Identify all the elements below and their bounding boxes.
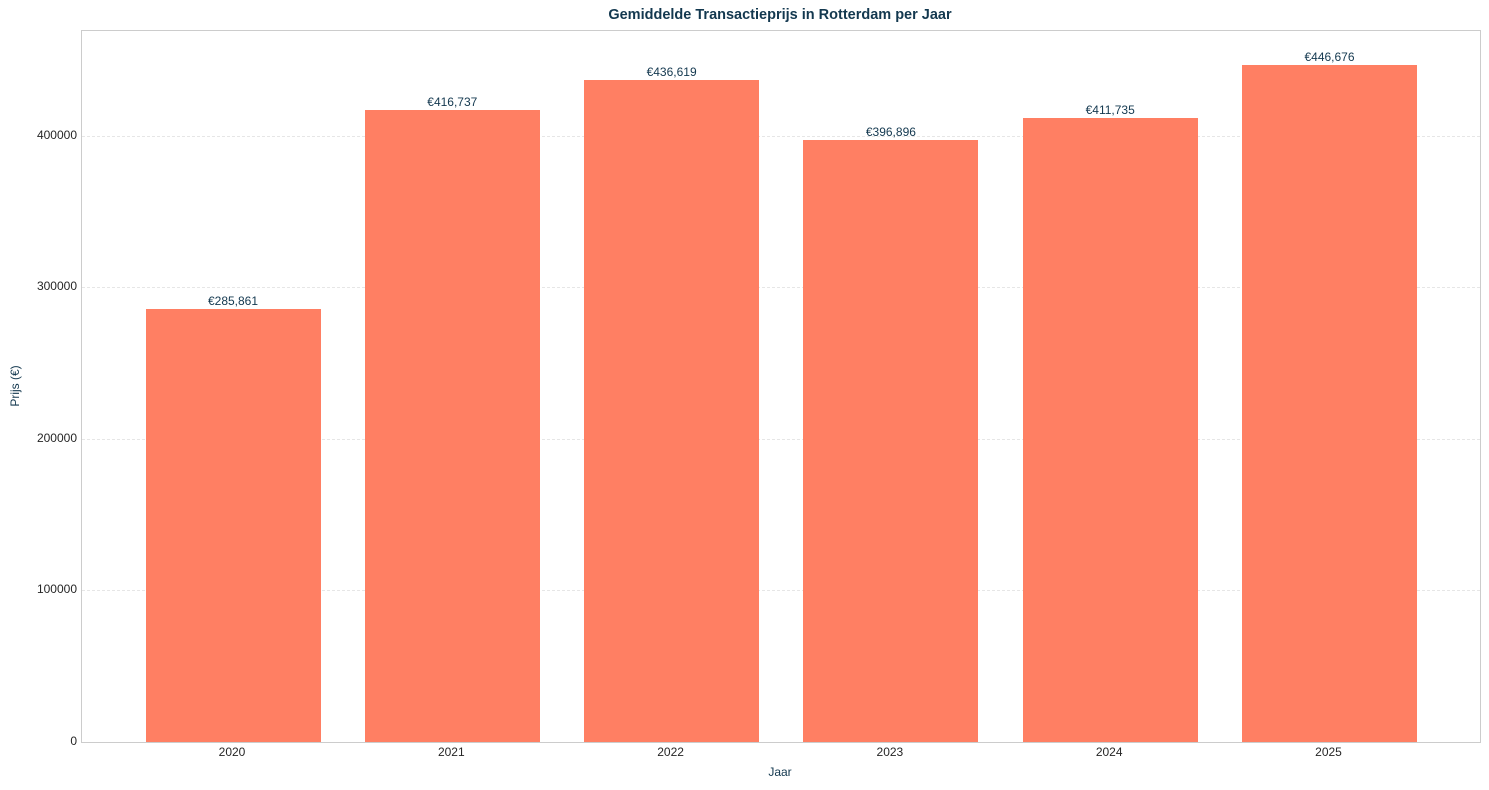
x-tick-label: 2025 — [1315, 745, 1342, 759]
bar-2021 — [364, 110, 540, 742]
gridline — [82, 135, 1480, 137]
bar-2022 — [584, 80, 760, 742]
chart-title: Gemiddelde Transactieprijs in Rotterdam … — [608, 7, 952, 23]
x-tick-label: 2023 — [876, 745, 904, 759]
bar-2020 — [145, 308, 321, 742]
y-tick-label: 0 — [70, 734, 77, 748]
y-tick-label: 400000 — [36, 127, 77, 142]
bar-value-label: €396,896 — [865, 125, 916, 140]
x-axis-label: Jaar — [768, 765, 792, 779]
bar-value-label: €411,735 — [1085, 102, 1135, 117]
bar-2024 — [1022, 117, 1198, 742]
bar-2025 — [1242, 64, 1417, 742]
y-tick-label: 100000 — [36, 582, 77, 597]
bar-value-label: €436,619 — [646, 65, 697, 80]
bar-value-label: €285,861 — [207, 293, 259, 308]
plot-area: €285,861 €416,737 €436,619 €396,896 €411,735… — [81, 30, 1481, 743]
y-tick-label: 300000 — [36, 279, 77, 294]
x-tick-label: 2022 — [657, 745, 684, 759]
y-axis-label: Prijs (€) — [8, 365, 22, 407]
gridline — [82, 287, 1480, 289]
x-tick-label: 2024 — [1095, 745, 1123, 759]
bar-value-label: €446,676 — [1304, 49, 1355, 64]
bar-2023 — [803, 140, 979, 742]
gridline — [82, 590, 1480, 592]
x-tick-label: 2021 — [437, 745, 465, 759]
x-tick-label: 2020 — [218, 745, 246, 759]
gridline — [82, 438, 1480, 440]
y-tick-label: 200000 — [36, 430, 77, 445]
bar-value-label: €416,737 — [427, 95, 478, 110]
